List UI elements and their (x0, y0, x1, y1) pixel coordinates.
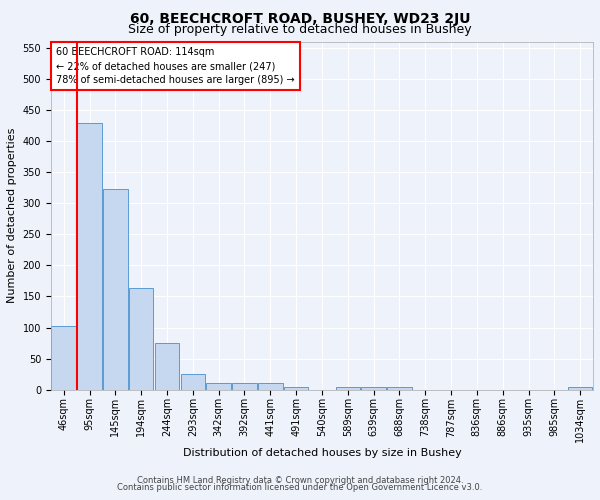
Bar (206, 383, 231, 390)
Text: 60, BEECHCROFT ROAD, BUSHEY, WD23 2JU: 60, BEECHCROFT ROAD, BUSHEY, WD23 2JU (130, 12, 470, 26)
Text: Contains public sector information licensed under the Open Government Licence v3: Contains public sector information licen… (118, 484, 482, 492)
Text: 60 BEECHCROFT ROAD: 114sqm
← 22% of detached houses are smaller (247)
78% of sem: 60 BEECHCROFT ROAD: 114sqm ← 22% of deta… (56, 47, 295, 85)
Bar (258, 383, 283, 390)
Y-axis label: Number of detached properties: Number of detached properties (7, 128, 17, 304)
X-axis label: Distribution of detached houses by size in Bushey: Distribution of detached houses by size … (182, 448, 461, 458)
Text: Contains HM Land Registry data © Crown copyright and database right 2024.: Contains HM Land Registry data © Crown c… (137, 476, 463, 485)
Bar (129, 288, 154, 390)
Bar (103, 189, 128, 390)
Bar (77, 122, 102, 390)
Bar (181, 374, 205, 390)
Bar (52, 326, 76, 390)
Bar (568, 386, 592, 390)
Bar (361, 386, 386, 390)
Bar (232, 383, 257, 390)
Bar (335, 386, 360, 390)
Bar (284, 386, 308, 390)
Bar (155, 343, 179, 390)
Bar (387, 386, 412, 390)
Text: Size of property relative to detached houses in Bushey: Size of property relative to detached ho… (128, 22, 472, 36)
